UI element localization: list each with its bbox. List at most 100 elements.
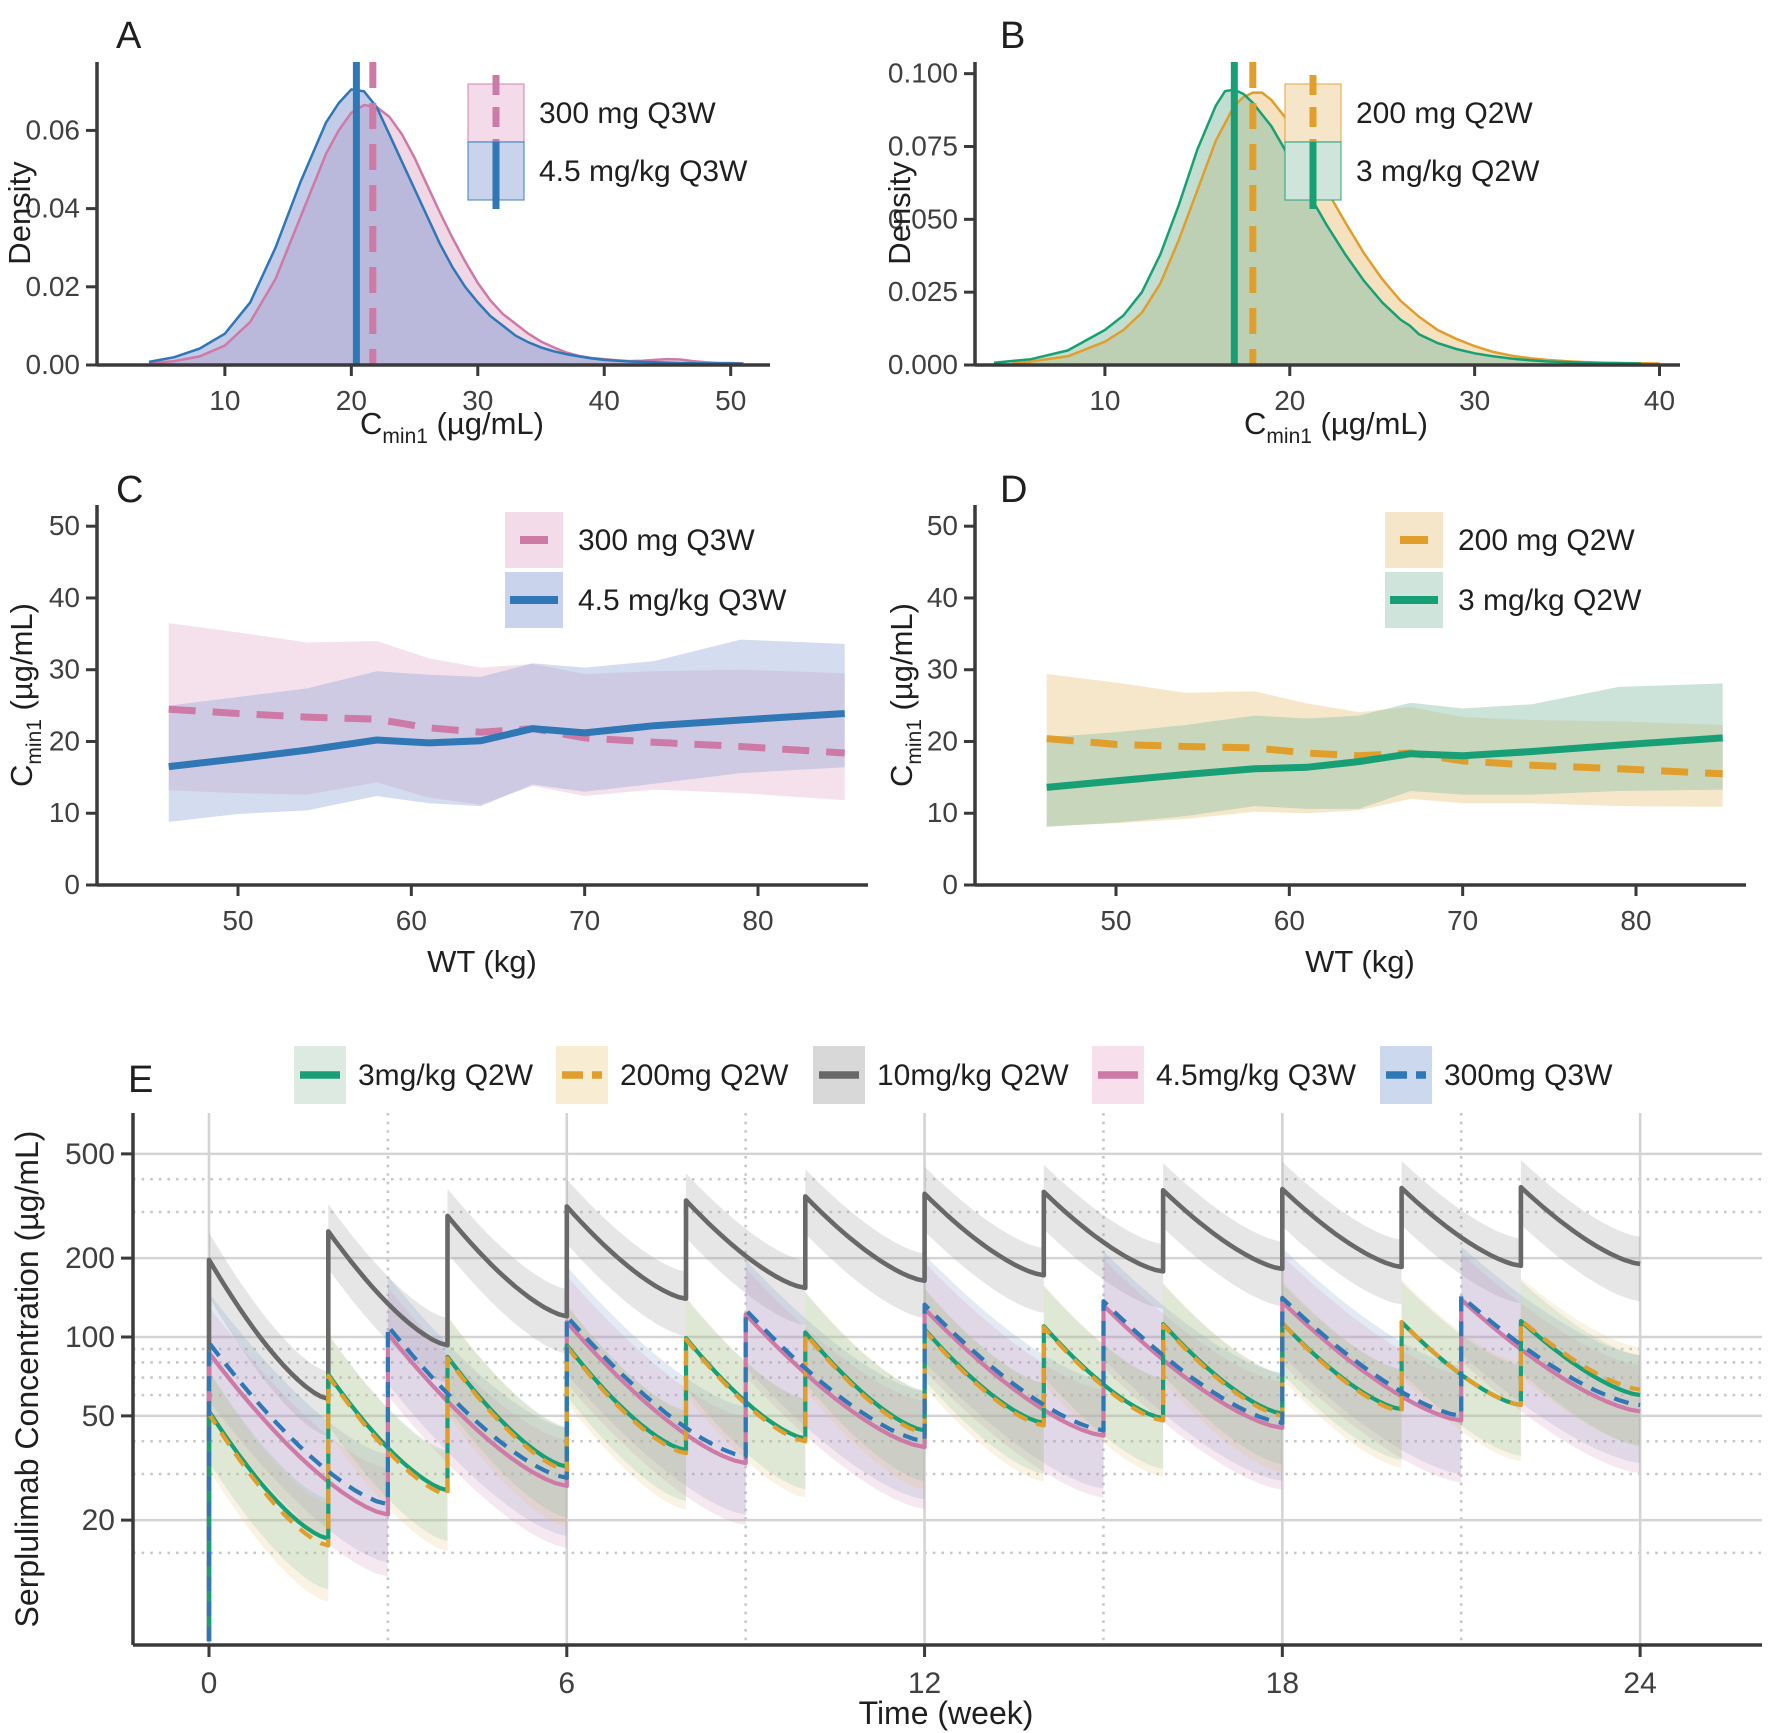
y-tick-label: 50 [49,510,80,541]
y-tick-label: 20 [927,725,958,756]
y-tick-label: 100 [65,1321,115,1354]
y-axis-title: Serplulimab Concentration (µg/mL) [9,1131,45,1628]
legend-label: 3mg/kg Q2W [358,1059,534,1092]
y-axis-title: Density [2,161,37,265]
legend-label: 3 mg/kg Q2W [1356,155,1540,188]
y-tick-label: 0.00 [26,349,81,380]
pk-ribbon-2 [209,1160,1641,1437]
legend-item: 200 mg Q2W [1284,75,1533,143]
x-tick-label: 10 [209,385,240,416]
x-tick-label: 30 [462,385,493,416]
x-axis-title: Cmin1 (µg/mL) [360,406,544,448]
x-tick-label: 0 [201,1667,218,1700]
legend-label: 300mg Q3W [1444,1059,1613,1092]
panel-label: A [116,15,142,57]
y-tick-label: 50 [927,510,958,541]
legend-item: 300 mg Q3W [467,75,716,143]
legend-item: 4.5 mg/kg Q3W [505,572,787,628]
density-area-1 [994,89,1641,365]
x-axis-title: Time (week) [859,1695,1034,1731]
y-tick-label: 30 [927,654,958,685]
x-tick-label: 70 [1447,905,1478,936]
legend-item: 3 mg/kg Q2W [1284,141,1540,209]
legend-item: 300mg Q3W [1380,1046,1613,1104]
legend-item: 300 mg Q3W [505,512,755,568]
ribbon-0 [168,623,845,805]
density-line-1 [148,88,744,366]
x-tick-label: 50 [715,385,746,416]
y-tick-label: 0.025 [888,276,958,307]
x-tick-label: 70 [569,905,600,936]
y-tick-label: 0.075 [888,130,958,161]
x-tick-label: 50 [1100,905,1131,936]
x-axis-title: WT (kg) [427,944,537,979]
x-tick-label: 60 [1274,905,1305,936]
median-line-1 [1046,734,1723,791]
legend-label: 200 mg Q2W [1458,524,1635,557]
x-tick-label: 60 [396,905,427,936]
ribbon-0 [1046,674,1723,827]
legend-label: 200 mg Q2W [1356,97,1533,130]
legend-item: 3 mg/kg Q2W [1385,572,1642,628]
x-tick-label: 6 [558,1667,575,1700]
legend-item: 200mg Q2W [556,1046,789,1104]
legend-label: 300 mg Q3W [539,97,716,130]
legend-item: 4.5 mg/kg Q3W [467,141,748,209]
x-tick-label: 10 [1089,385,1120,416]
legend-item: 200 mg Q2W [1385,512,1635,568]
y-tick-label: 0.100 [888,58,958,89]
y-tick-label: 0.02 [26,271,81,302]
y-tick-label: 200 [65,1242,115,1275]
x-tick-label: 40 [589,385,620,416]
legend-item: 4.5mg/kg Q3W [1092,1046,1357,1104]
y-tick-label: 0 [64,869,80,900]
legend-label: 4.5mg/kg Q3W [1156,1059,1357,1092]
density-line-0 [148,103,744,365]
y-axis-title: Cmin1 (µg/mL) [4,603,46,787]
legend-label: 3 mg/kg Q2W [1458,584,1642,617]
legend-label: 4.5 mg/kg Q3W [578,584,787,617]
x-tick-label: 18 [1266,1667,1299,1700]
legend-item: 10mg/kg Q2W [813,1046,1069,1104]
y-tick-label: 0.050 [888,203,958,234]
y-tick-label: 20 [82,1504,115,1537]
density-line-0 [1012,91,1660,365]
panel-label: B [1000,15,1025,57]
median-line-0 [1046,735,1723,778]
x-tick-label: 30 [1459,385,1490,416]
pk-line-4 [206,1294,1641,1642]
median-line-0 [168,705,845,757]
y-axis-title: Cmin1 (µg/mL) [884,603,926,787]
y-tick-label: 0 [942,869,958,900]
x-tick-label: 12 [908,1667,941,1700]
panel-b-density-plot: 10 20 30 40 0.000 0.025 0.050 0.075 0.100 Cmin1 (… [882,15,1680,448]
y-tick-label: 40 [927,582,958,613]
legend-label: 200mg Q2W [620,1059,789,1092]
x-tick-label: 24 [1623,1667,1656,1700]
panel-label: D [1000,469,1027,511]
y-tick-label: 30 [49,654,80,685]
pk-line-2 [206,1184,1641,1642]
y-tick-label: 20 [49,725,80,756]
y-tick-label: 500 [65,1138,115,1171]
x-tick-label: 20 [1274,385,1305,416]
y-axis-title: Density [882,161,917,265]
panel-label: E [128,1059,153,1101]
median-line-1 [168,710,845,771]
legend-item: 3mg/kg Q2W [294,1046,534,1104]
panel-a-density-plot: 10 20 30 40 50 0.00 0.02 0.04 0.06 Cmin1 (µg/mL) D… [2,15,770,448]
x-axis-title: Cmin1 (µg/mL) [1244,406,1428,448]
pk-line-3 [206,1297,1641,1642]
legend-label: 300 mg Q3W [578,524,755,557]
density-area-1 [149,89,744,366]
y-tick-label: 0.000 [888,349,958,380]
legend-label: 10mg/kg Q2W [877,1059,1069,1092]
y-tick-label: 40 [49,582,80,613]
panel-e-pk-profile-plot: 0 6 12 18 24 20 50 100 200 500 Time (week) Serpluli… [9,1046,1762,1731]
panel-d-ribbon-plot: 50 60 70 80 0 10 20 30 40 50 WT (kg) Cmin1 (µg/mL) D… [884,469,1746,979]
ribbon-1 [168,639,845,822]
panel-label: C [116,469,143,511]
x-tick-label: 80 [1620,905,1651,936]
x-tick-label: 50 [222,905,253,936]
